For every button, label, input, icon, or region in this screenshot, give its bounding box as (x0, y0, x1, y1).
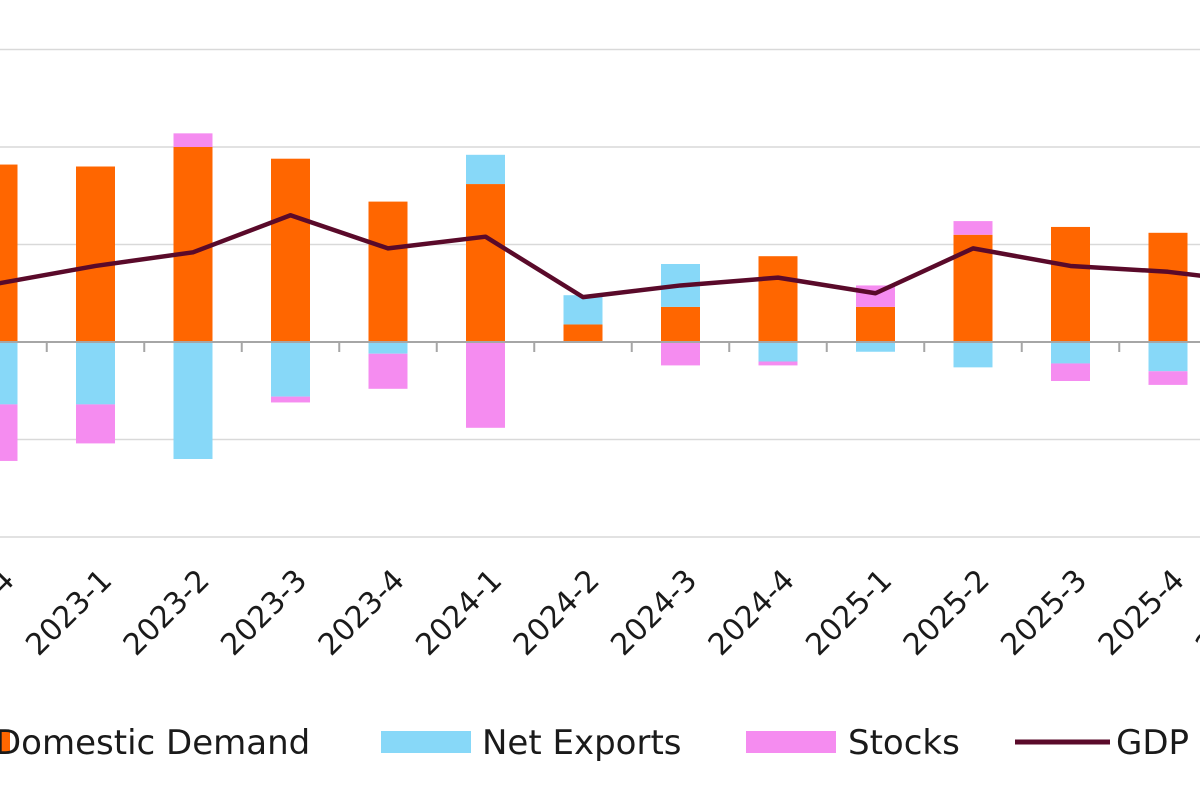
x-tick-label: 2024-1 (409, 563, 509, 663)
bar-net-exports (173, 342, 213, 459)
legend-swatch-net-exports (381, 731, 471, 753)
x-tick-label: 2025-2 (897, 563, 997, 663)
bar-net-exports (758, 342, 798, 362)
x-tick-label: 2023-4 (312, 563, 412, 663)
x-tick-label: 2024-4 (702, 563, 802, 663)
bar-domestic-demand (661, 306, 700, 342)
legend: Domestic Demand Net Exports Stocks GDP (0, 723, 1189, 763)
bar-stocks (173, 133, 213, 147)
bar-stocks (758, 361, 798, 366)
bar-domestic-demand (1148, 232, 1188, 342)
x-tick-label: 2024-2 (507, 563, 607, 663)
x-tick-label: 2023-3 (214, 563, 314, 663)
bar-domestic-demand (368, 201, 408, 342)
bar-net-exports (1148, 342, 1188, 372)
bar-domestic-demand (1051, 226, 1090, 342)
bar-net-exports (271, 342, 310, 397)
tick-layer (45, 342, 1121, 352)
bar-stocks (1148, 371, 1188, 385)
bar-domestic-demand (173, 147, 213, 342)
legend-label-domestic-demand: Domestic Demand (0, 723, 310, 763)
bar-stocks (466, 342, 505, 428)
bar-domestic-demand (758, 256, 798, 342)
x-tick-label: 2024-3 (604, 563, 704, 663)
legend-swatch-domestic-demand (0, 731, 10, 753)
x-tick-label: 2025-3 (994, 563, 1094, 663)
bar-net-exports (368, 342, 408, 354)
x-tick-label: 2025-4 (1092, 563, 1192, 663)
bar-stocks (661, 342, 700, 366)
bar-net-exports (953, 342, 993, 368)
x-tick-label: 2023-1 (19, 563, 119, 663)
legend-swatch-stocks (746, 731, 836, 753)
bar-net-exports (1051, 342, 1090, 364)
bar-net-exports (76, 342, 115, 405)
x-tick-label: 2025-1 (799, 563, 899, 663)
bar-domestic-demand (856, 306, 895, 342)
bar-net-exports (856, 342, 895, 352)
legend-label-gdp: GDP (1116, 723, 1189, 763)
bar-net-exports (563, 295, 603, 325)
bar-net-exports (0, 342, 18, 405)
bar-net-exports (466, 154, 505, 185)
bar-stocks (76, 404, 115, 444)
label-layer: 2022-42023-12023-22023-32023-42024-12024… (0, 563, 1200, 663)
bar-domestic-demand (563, 324, 603, 342)
bar-stocks (1051, 363, 1090, 381)
bar-domestic-demand (271, 158, 310, 342)
x-tick-label: 2026-1 (1189, 563, 1200, 663)
line-layer (0, 213, 1200, 300)
legend-label-stocks: Stocks (848, 723, 960, 763)
line-gdp (0, 213, 1200, 300)
bar-stocks (0, 404, 18, 461)
bar-stocks (953, 221, 993, 235)
bar-stocks (271, 396, 310, 403)
legend-label-net-exports: Net Exports (482, 723, 682, 763)
x-tick-label: 2023-2 (117, 563, 217, 663)
bar-domestic-demand (466, 184, 505, 342)
bar-layer (0, 133, 1188, 461)
bar-domestic-demand (0, 164, 18, 342)
bar-domestic-demand (76, 166, 115, 342)
x-tick-label: 2022-4 (0, 563, 22, 663)
bar-stocks (368, 353, 408, 389)
